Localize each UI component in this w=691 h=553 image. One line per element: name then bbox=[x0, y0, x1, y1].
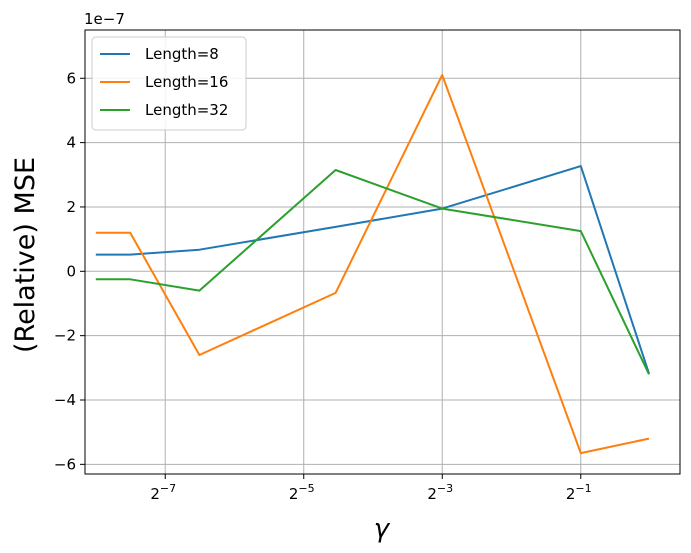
y-axis-ticks: −6 −4 −2 0 2 4 6 bbox=[54, 69, 85, 473]
y-tick-label: 4 bbox=[66, 134, 76, 152]
legend-label: Length=8 bbox=[145, 45, 219, 63]
x-tick-label: 2−1 bbox=[566, 482, 592, 503]
legend-label: Length=32 bbox=[145, 101, 228, 119]
x-axis-label: γ bbox=[374, 514, 391, 544]
plot-frame bbox=[84, 29, 681, 475]
x-tick-label: 2−5 bbox=[289, 482, 315, 503]
y-scale-label: 1e−7 bbox=[84, 10, 125, 28]
y-axis-label: (Relative) MSE bbox=[10, 157, 41, 353]
y-tick-label: 2 bbox=[66, 198, 76, 216]
legend: Length=8 Length=16 Length=32 bbox=[91, 36, 247, 131]
series-lines bbox=[95, 74, 650, 455]
y-tick-label: 0 bbox=[66, 262, 76, 280]
x-axis-ticks: 2−7 2−5 2−3 2−1 bbox=[150, 474, 592, 503]
y-tick-label: −4 bbox=[54, 391, 76, 409]
x-tick-label: 2−3 bbox=[427, 482, 453, 503]
legend-label: Length=16 bbox=[145, 73, 228, 91]
y-tick-label: −6 bbox=[54, 455, 76, 473]
legend-box bbox=[91, 36, 247, 131]
y-tick-label: −2 bbox=[54, 327, 76, 345]
series-line-1 bbox=[95, 165, 650, 374]
x-tick-label: 2−7 bbox=[150, 482, 176, 503]
series-line-2 bbox=[95, 74, 650, 455]
y-tick-label: 6 bbox=[66, 69, 76, 87]
series-line-3 bbox=[95, 169, 650, 375]
